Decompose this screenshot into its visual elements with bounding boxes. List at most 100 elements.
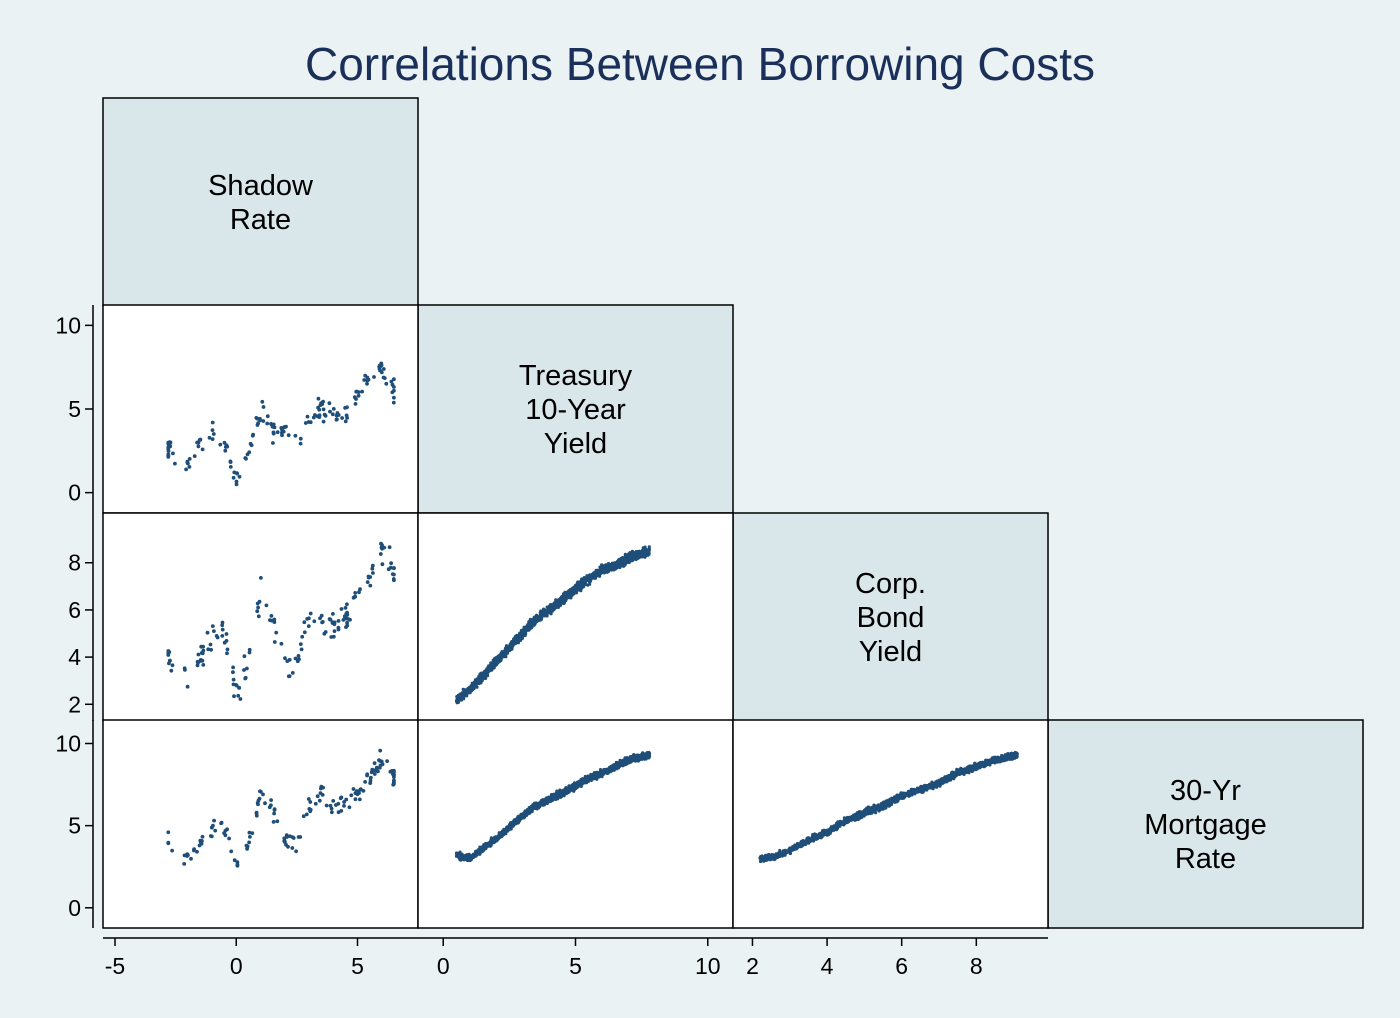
scatter-point [370, 770, 374, 774]
scatter-point [308, 420, 313, 425]
scatter-point [611, 564, 615, 569]
scatter-point [598, 770, 603, 774]
panel-treasury-vs-mortgage [417, 719, 734, 929]
scatter-point [505, 829, 509, 833]
scatter-point [552, 601, 557, 605]
scatter-point [286, 433, 291, 438]
scatter-point [533, 804, 537, 808]
scatter-point [523, 815, 527, 819]
scatter-point [384, 381, 389, 386]
scatter-point [313, 801, 318, 806]
scatter-point [182, 666, 187, 671]
scatter-point [515, 633, 519, 638]
scatter-point [544, 797, 548, 802]
scatter-point [478, 852, 482, 856]
scatter-point [372, 375, 376, 379]
scatter-point [293, 433, 298, 438]
scatter-point [641, 754, 645, 758]
scatter-point [499, 832, 503, 836]
scatter-point [582, 781, 586, 785]
scatter-point [516, 818, 520, 822]
scatter-point [254, 811, 259, 816]
scatter-point [489, 661, 493, 665]
scatter-point [568, 590, 572, 594]
scatter-point [210, 624, 215, 628]
scatter-point [353, 791, 358, 795]
scatter-point [340, 416, 344, 420]
scatter-point [353, 797, 358, 802]
scatter-point [298, 436, 303, 441]
scatter-point [329, 806, 334, 811]
scatter-point [312, 619, 317, 624]
scatter-point [200, 447, 205, 452]
scatter-point [616, 559, 620, 563]
scatter-point [330, 412, 335, 417]
scatter-point [248, 441, 253, 446]
scatter-point [199, 839, 204, 844]
scatter-point [271, 430, 276, 435]
scatter-point [623, 552, 627, 556]
scatter-point [256, 614, 261, 619]
panel-corp-vs-mortgage [732, 719, 1049, 929]
scatter-point [311, 415, 316, 420]
scatter-point [331, 799, 336, 803]
scatter-point [349, 793, 354, 798]
scatter-point [629, 558, 633, 562]
scatter-point [339, 607, 344, 611]
scatter-point [647, 545, 651, 549]
scatter-point [459, 856, 463, 860]
scatter-point [304, 812, 309, 817]
scatter-point [186, 461, 190, 466]
scatter-point [842, 816, 847, 820]
scatter-point [621, 556, 626, 561]
scatter-point [492, 663, 496, 667]
scatter-point [642, 547, 646, 551]
scatter-point [551, 605, 555, 609]
scatter-point [279, 641, 284, 646]
scatter-point [269, 614, 274, 618]
diag-label-treasury: Treasury [519, 360, 633, 392]
scatter-point [247, 647, 252, 652]
scatter-point [255, 609, 260, 614]
panel-shadow-vs-treasury [102, 304, 419, 514]
scatter-point [331, 612, 335, 616]
scatter-point [814, 837, 818, 841]
scatter-point [214, 634, 219, 638]
scatter-point [457, 698, 462, 702]
scatter-point [308, 809, 313, 814]
scatter-point [338, 796, 343, 801]
scatter-point [482, 672, 486, 676]
scatter-point [572, 781, 577, 785]
scatter-point [593, 573, 597, 578]
scatter-point [543, 610, 547, 615]
scatter-point [166, 830, 171, 835]
scatter-point [612, 763, 617, 767]
scatter-point [494, 656, 498, 660]
scatter-point [270, 424, 275, 429]
scatter-point [553, 795, 558, 799]
scatter-point [580, 578, 584, 582]
scatter-point [547, 798, 551, 802]
scatter-point [302, 630, 307, 635]
scatter-point [256, 421, 260, 426]
scatter-point [558, 597, 562, 602]
scatter-point [286, 674, 291, 679]
scatter-point [392, 395, 396, 400]
scatter-point [195, 659, 200, 664]
scatter-point [528, 623, 533, 627]
scatter-point [644, 757, 648, 761]
diag-label-mortgage: 30-Yr [1170, 775, 1241, 807]
scatter-point [475, 685, 479, 689]
scatter-point [538, 617, 542, 621]
scatter-point [352, 595, 357, 599]
scatter-point [483, 844, 487, 848]
scatter-point [378, 552, 383, 556]
scatter-point [182, 853, 187, 858]
scatter-point [212, 818, 217, 823]
scatter-point [647, 751, 651, 756]
scatter-point [476, 680, 480, 684]
scatter-point [601, 564, 605, 568]
scatter-point [189, 856, 193, 861]
scatter-point [592, 774, 596, 778]
scatter-point [182, 862, 187, 866]
